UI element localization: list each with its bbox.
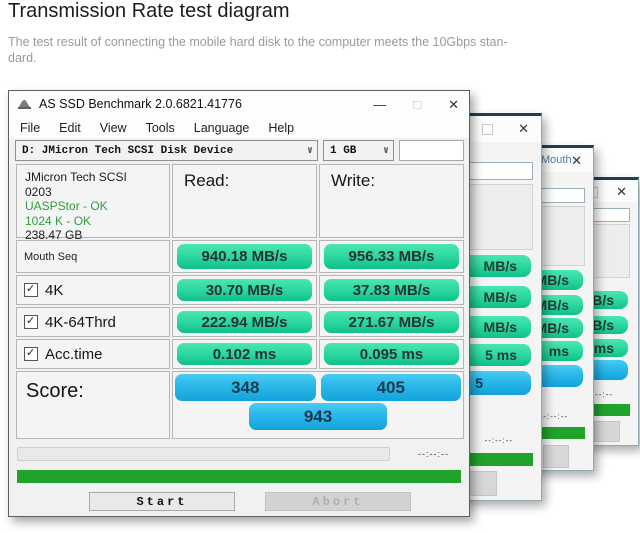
as-ssd-benchmark-window: AS SSD Benchmark 2.0.6821.41776 — □ ✕ Fi… bbox=[8, 90, 470, 517]
timer-text: --:--:-- bbox=[584, 390, 613, 399]
app-icon bbox=[18, 99, 31, 109]
menubar: File Edit View Tools Language Help bbox=[9, 117, 469, 138]
chevron-down-icon: ∨ bbox=[306, 145, 313, 157]
score-cell: 348 405 943 bbox=[172, 371, 464, 439]
background-window-title: Mouth bbox=[541, 154, 572, 166]
seq-read-cell: 940.18 MB/s bbox=[172, 240, 317, 273]
menu-item-language[interactable]: Language bbox=[193, 120, 250, 135]
drive-name: JMicron Tech SCSI bbox=[25, 170, 127, 184]
seq-read-value: 940.18 MB/s bbox=[177, 244, 312, 269]
chevron-down-icon: ∨ bbox=[382, 145, 389, 157]
4k64-read-cell: 222.94 MB/s bbox=[172, 307, 317, 337]
page-subtitle: The test result of connecting the mobile… bbox=[8, 34, 508, 66]
row-label-acctime: Acc.time bbox=[16, 339, 170, 369]
score-label: Score: bbox=[16, 371, 170, 439]
score-total-chip: 943 bbox=[249, 403, 387, 430]
row-label-4k: 4K bbox=[16, 275, 170, 305]
row-label-text: Mouth Seq bbox=[24, 250, 78, 263]
4k-write-cell: 37.83 MB/s bbox=[319, 275, 464, 305]
acctime-read-cell: 0.102 ms bbox=[172, 339, 317, 369]
drive-capacity: 238.47 GB bbox=[25, 228, 83, 242]
row-label-text: 4K-64Thrd bbox=[45, 313, 116, 331]
drive-select-value: D: JMicron Tech SCSI Disk Device bbox=[22, 144, 234, 157]
subtitle-line-1: The test result of connecting the mobile… bbox=[8, 35, 508, 49]
button-stub[interactable] bbox=[543, 445, 569, 468]
drive-info-panel: JMicron Tech SCSI 0203 UASPStor - OK 102… bbox=[16, 164, 170, 242]
4k64-write-value: 271.67 MB/s bbox=[324, 311, 459, 333]
4k64-write-cell: 271.67 MB/s bbox=[319, 307, 464, 337]
test-size-select[interactable]: 1 GB ∨ bbox=[323, 140, 394, 161]
seq-write-cell: 956.33 MB/s bbox=[319, 240, 464, 273]
status-progress-track bbox=[17, 447, 390, 461]
acctime-write-cell: 0.095 ms bbox=[319, 339, 464, 369]
page-title: Transmission Rate test diagram bbox=[8, 0, 290, 22]
4k-write-value: 37.83 MB/s bbox=[324, 279, 459, 301]
abort-button[interactable]: Abort bbox=[265, 492, 411, 511]
menu-item-view[interactable]: View bbox=[99, 120, 127, 135]
maximize-button[interactable]: □ bbox=[413, 96, 422, 112]
4k64-read-value: 222.94 MB/s bbox=[177, 311, 312, 333]
menu-item-tools[interactable]: Tools bbox=[145, 120, 175, 135]
test-size-value: 1 GB bbox=[330, 144, 357, 157]
4k-read-cell: 30.70 MB/s bbox=[172, 275, 317, 305]
menu-item-file[interactable]: File bbox=[20, 120, 41, 135]
checkbox-acctime[interactable] bbox=[24, 346, 38, 361]
toolbar: D: JMicron Tech SCSI Disk Device ∨ 1 GB … bbox=[15, 140, 464, 161]
acctime-write-value: 0.095 ms bbox=[324, 343, 459, 365]
timer-text: --:--:-- bbox=[418, 449, 449, 459]
score-write-chip: 405 bbox=[320, 374, 461, 401]
menu-item-edit[interactable]: Edit bbox=[59, 120, 81, 135]
button-row: Start Abort bbox=[89, 492, 469, 511]
window-title: AS SSD Benchmark 2.0.6821.41776 bbox=[39, 97, 242, 111]
alignment-status: 1024 K - OK bbox=[25, 213, 92, 228]
progress-bar bbox=[17, 470, 461, 483]
read-column-header: Read: bbox=[172, 164, 317, 238]
status-row: --:--:-- bbox=[17, 447, 461, 461]
row-label-text: 4K bbox=[45, 281, 64, 299]
close-icon[interactable]: ✕ bbox=[616, 184, 627, 199]
titlebar: AS SSD Benchmark 2.0.6821.41776 — □ ✕ bbox=[9, 91, 469, 117]
acctime-read-value: 0.102 ms bbox=[177, 343, 312, 365]
checkbox-4k[interactable] bbox=[24, 282, 38, 297]
benchmark-table: JMicron Tech SCSI 0203 UASPStor - OK 102… bbox=[16, 164, 464, 439]
maximize-icon[interactable] bbox=[482, 124, 493, 135]
close-icon[interactable]: ✕ bbox=[518, 121, 529, 136]
start-button[interactable]: Start bbox=[89, 492, 235, 511]
close-icon[interactable]: ✕ bbox=[571, 153, 582, 168]
empty-field bbox=[399, 140, 464, 161]
row-label-text: Acc.time bbox=[45, 345, 103, 363]
minimize-button[interactable]: — bbox=[373, 96, 387, 112]
drive-select[interactable]: D: JMicron Tech SCSI Disk Device ∨ bbox=[15, 140, 318, 161]
subtitle-line-2: dard. bbox=[8, 51, 37, 65]
button-stub[interactable] bbox=[594, 421, 620, 442]
driver-status: UASPStor - OK bbox=[25, 199, 108, 213]
timer-text: --:--:-- bbox=[539, 412, 568, 421]
checkbox-4k64[interactable] bbox=[24, 314, 38, 329]
button-stub[interactable] bbox=[469, 471, 497, 496]
drive-firmware: 0203 bbox=[25, 184, 52, 199]
seq-write-value: 956.33 MB/s bbox=[324, 244, 459, 269]
row-label-seq: Mouth Seq bbox=[16, 240, 170, 273]
score-read-chip: 348 bbox=[175, 374, 316, 401]
close-button[interactable]: ✕ bbox=[448, 96, 459, 112]
row-label-4k64: 4K-64Thrd bbox=[16, 307, 170, 337]
timer-text: --:--:-- bbox=[484, 436, 513, 445]
menu-item-help[interactable]: Help bbox=[268, 120, 295, 135]
write-column-header: Write: bbox=[319, 164, 464, 238]
4k-read-value: 30.70 MB/s bbox=[177, 279, 312, 301]
